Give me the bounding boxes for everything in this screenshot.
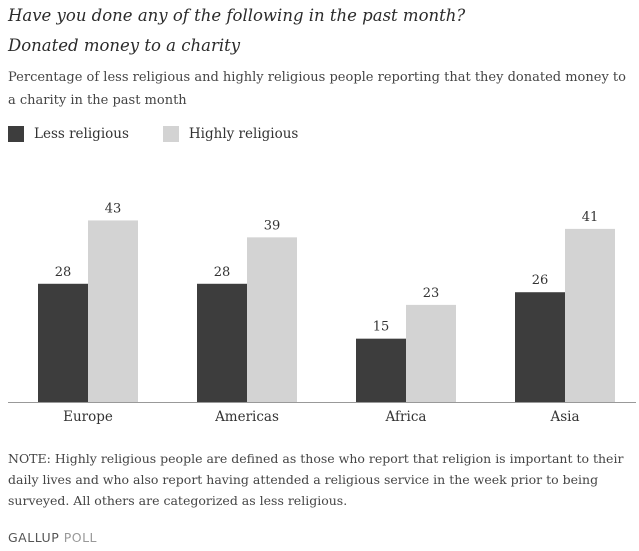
data-label-americas-highly-religious: 39 [264,218,281,233]
source-brand: GALLUP [8,530,60,545]
source-suffix: POLL [63,530,98,545]
legend-item-less-religious: Less religious [8,126,129,142]
chart-note: NOTE: Highly religious people are define… [8,451,624,508]
bar-europe-highly-religious [88,220,138,402]
data-label-europe-highly-religious: 43 [105,201,122,216]
legend-label-less-religious: Less religious [34,126,129,142]
category-label-africa: Africa [385,409,427,425]
legend-swatch-less-religious [8,126,24,142]
data-label-americas-less-religious: 28 [214,265,231,280]
bar-chart: 28 43 Europe 28 39 Americas 15 23 Africa 26 41 Asia [8,201,636,425]
bar-americas-less-religious [197,283,247,402]
bar-europe-less-religious [38,283,88,402]
legend-label-highly-religious: Highly religious [188,126,299,142]
bar-africa-highly-religious [406,304,456,402]
data-label-africa-highly-religious: 23 [423,286,440,301]
bar-africa-less-religious [356,338,406,402]
legend-item-highly-religious: Highly religious [162,126,299,142]
category-label-asia: Asia [549,409,579,425]
category-label-americas: Americas [214,409,279,425]
chart-subtitle: Donated money to a charity [8,36,241,55]
source-credit: GALLUP POLL [8,530,97,545]
category-label-europe: Europe [63,409,113,425]
legend: Less religious Highly religious [8,124,332,144]
bar-americas-highly-religious [247,237,297,402]
data-label-europe-less-religious: 28 [55,265,72,280]
chart-title: Have you done any of the following in th… [8,6,466,25]
data-label-asia-less-religious: 26 [532,273,549,288]
bar-asia-highly-religious [565,228,615,402]
data-label-africa-less-religious: 15 [373,320,390,335]
data-label-asia-highly-religious: 41 [582,210,599,225]
legend-swatch-highly-religious [162,126,179,142]
bar-asia-less-religious [515,292,565,402]
chart-description: Percentage of less religious and highly … [8,70,626,108]
